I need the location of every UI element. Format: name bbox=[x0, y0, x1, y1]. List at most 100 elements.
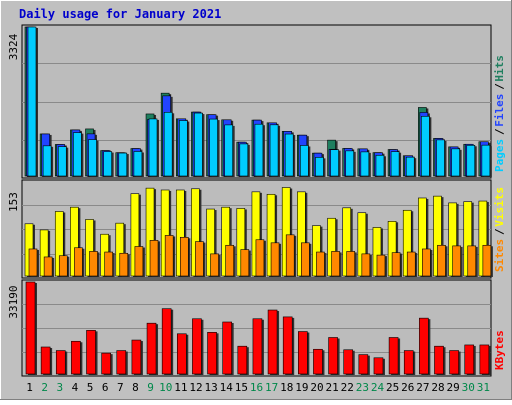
day-label: 4 bbox=[72, 381, 79, 394]
day-label: 13 bbox=[204, 381, 217, 394]
kbytes-bar bbox=[116, 350, 127, 375]
kbytes-bar bbox=[479, 344, 490, 375]
pages-bar bbox=[163, 112, 173, 177]
day-label: 24 bbox=[371, 381, 385, 394]
legend-separator: / bbox=[493, 228, 506, 235]
day-label: 14 bbox=[220, 381, 234, 394]
sites-bar bbox=[376, 254, 386, 277]
sites-bar bbox=[285, 234, 295, 277]
sites-bar bbox=[58, 255, 68, 277]
kbytes-bar bbox=[267, 309, 278, 375]
kbytes-ymax-label: 33190 bbox=[7, 285, 20, 318]
kbytes-bar bbox=[419, 317, 429, 375]
sites-bar bbox=[331, 251, 340, 277]
pages-bar bbox=[178, 120, 188, 177]
sites-bar bbox=[164, 235, 174, 277]
visits-ymax-label: 153 bbox=[7, 192, 20, 212]
day-label: 31 bbox=[477, 381, 490, 394]
kbytes-bar bbox=[237, 345, 248, 375]
day-label: 27 bbox=[416, 381, 429, 394]
kbytes-bar bbox=[403, 350, 414, 375]
sites-bar bbox=[225, 244, 234, 277]
pages-bar bbox=[224, 124, 233, 177]
day-label: 17 bbox=[265, 381, 278, 394]
sites-bar bbox=[89, 251, 98, 277]
pages-bar bbox=[269, 124, 279, 177]
sites-bar bbox=[134, 246, 144, 277]
day-label: 10 bbox=[159, 381, 172, 394]
day-label: 9 bbox=[147, 381, 154, 394]
sites-bar bbox=[301, 242, 310, 277]
sites-bar bbox=[270, 242, 280, 277]
pages-bar bbox=[103, 151, 112, 177]
legend-visits-visits: Visits bbox=[493, 187, 506, 227]
pages-bar bbox=[194, 112, 203, 177]
sites-bar bbox=[467, 245, 477, 277]
kbytes-bar bbox=[101, 352, 111, 375]
day-label: 28 bbox=[431, 381, 444, 394]
kbytes-bar bbox=[40, 346, 51, 375]
pages-bar bbox=[360, 151, 370, 177]
sites-bar bbox=[406, 251, 416, 277]
day-label: 26 bbox=[401, 381, 414, 394]
day-label: 23 bbox=[356, 381, 369, 394]
pages-bar bbox=[284, 133, 294, 177]
sites-bar bbox=[195, 241, 204, 277]
pages-bar bbox=[390, 151, 400, 177]
pages-bar bbox=[148, 118, 158, 177]
kbytes-bar bbox=[313, 348, 323, 375]
kbytes-bar bbox=[176, 333, 187, 375]
kbytes-bar bbox=[328, 337, 338, 375]
sites-bar bbox=[346, 251, 356, 277]
sites-bar bbox=[104, 251, 113, 277]
kbytes-bar bbox=[131, 339, 142, 375]
pages-bar bbox=[73, 132, 82, 177]
day-label: 18 bbox=[280, 381, 293, 394]
sites-bar bbox=[482, 244, 492, 277]
day-label: 16 bbox=[250, 381, 263, 394]
kbytes-bar bbox=[282, 316, 293, 375]
kbytes-bar bbox=[449, 350, 459, 375]
kbytes-bar bbox=[358, 354, 369, 375]
kbytes-bar bbox=[192, 318, 202, 375]
kbytes-bar bbox=[161, 308, 172, 375]
sites-bar bbox=[437, 244, 446, 277]
sites-bar bbox=[179, 236, 189, 277]
day-label: 30 bbox=[462, 381, 475, 394]
day-label: 29 bbox=[447, 381, 460, 394]
kbytes-bar bbox=[25, 281, 36, 375]
pages-bar bbox=[254, 123, 264, 177]
day-label: 21 bbox=[326, 381, 339, 394]
day-label: 15 bbox=[235, 381, 248, 394]
sites-bar bbox=[391, 252, 401, 277]
day-label: 20 bbox=[310, 381, 323, 394]
sites-bar bbox=[240, 249, 250, 277]
pages-bar bbox=[300, 145, 309, 177]
kbytes-bar bbox=[388, 337, 399, 375]
kbytes-bar bbox=[222, 321, 232, 375]
kbytes-bar bbox=[343, 349, 354, 375]
kbytes-bar bbox=[146, 322, 157, 375]
day-label: 7 bbox=[117, 381, 124, 394]
legend-separator: / bbox=[493, 128, 506, 135]
sites-bar bbox=[361, 253, 371, 277]
kbytes-bar bbox=[298, 331, 308, 375]
kbytes-bar bbox=[464, 344, 475, 375]
day-label: 3 bbox=[57, 381, 64, 394]
sites-bar bbox=[119, 252, 129, 277]
sites-bar bbox=[210, 253, 219, 277]
pages-bar bbox=[133, 151, 143, 177]
day-label: 25 bbox=[386, 381, 399, 394]
day-label: 19 bbox=[295, 381, 308, 394]
sites-bar bbox=[452, 245, 461, 277]
pages-bar bbox=[209, 118, 218, 177]
kbytes-bar bbox=[373, 357, 384, 375]
pages-bar bbox=[330, 149, 339, 177]
hits-ymax-label: 3324 bbox=[7, 33, 20, 60]
kbytes-bar bbox=[71, 340, 81, 375]
legend-separator: / bbox=[493, 83, 506, 90]
pages-bar bbox=[42, 145, 52, 177]
sites-bar bbox=[74, 247, 83, 277]
